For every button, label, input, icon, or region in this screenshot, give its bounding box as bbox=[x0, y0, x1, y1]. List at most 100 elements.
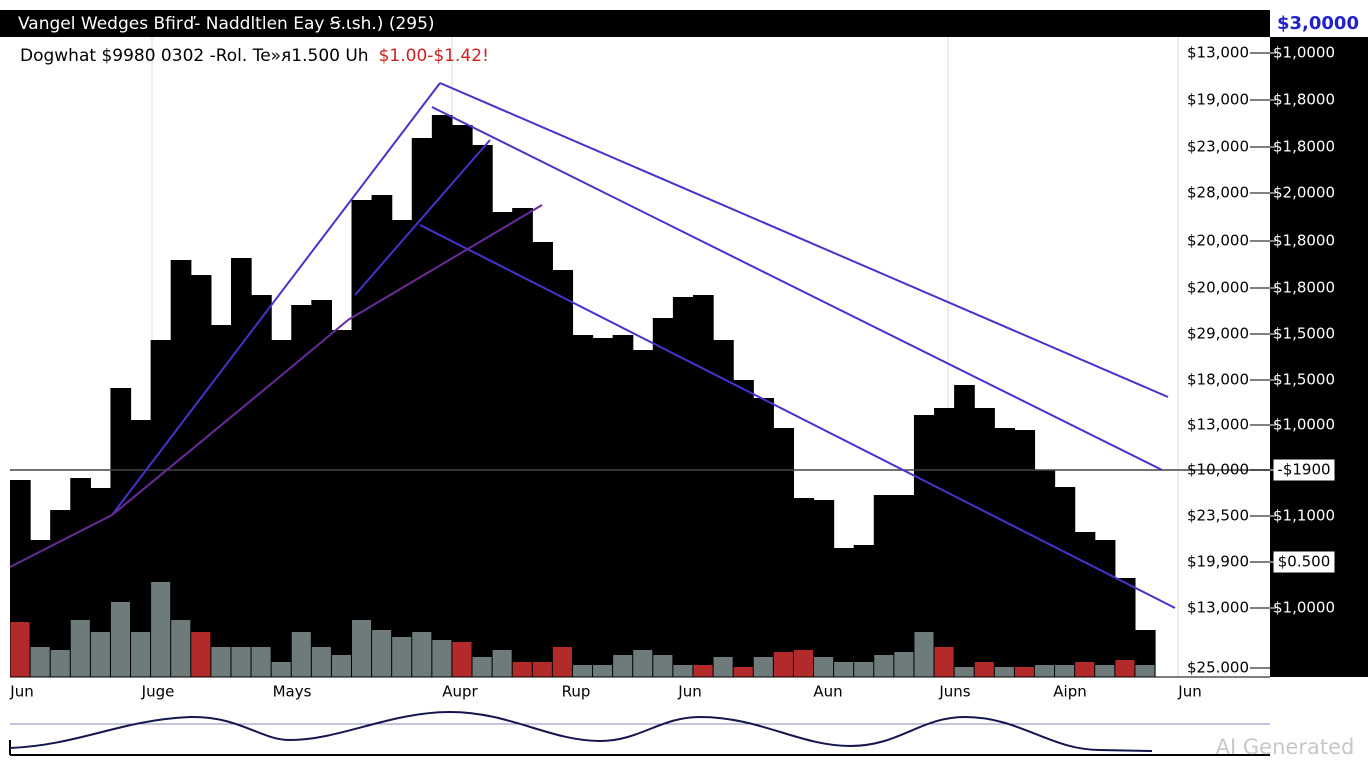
price-bar bbox=[431, 115, 453, 677]
volume-bar bbox=[30, 647, 50, 677]
price-bar bbox=[492, 212, 513, 677]
price-bar bbox=[251, 295, 272, 677]
right-panel bbox=[1270, 37, 1368, 677]
y-tick-label: $25.000 bbox=[1187, 659, 1249, 677]
price-bar bbox=[1114, 578, 1136, 677]
price-bar bbox=[873, 495, 895, 677]
y-tick-label: $20,000 bbox=[1187, 232, 1249, 250]
y2-tick-label: $1,0000 bbox=[1273, 416, 1335, 434]
oscillator bbox=[9, 710, 1153, 752]
volume-bar bbox=[331, 655, 351, 677]
volume-bar bbox=[874, 655, 894, 677]
price-bar bbox=[230, 258, 252, 677]
x-tick-label: Jun bbox=[677, 683, 701, 701]
price-bar bbox=[90, 488, 112, 677]
volume-bar bbox=[110, 602, 131, 677]
volume-bar bbox=[894, 652, 914, 677]
volume-bar bbox=[291, 632, 311, 677]
price-bar bbox=[532, 242, 553, 677]
y2-tick-label: $2,0000 bbox=[1273, 184, 1335, 202]
x-tick-label: Aupr bbox=[442, 683, 478, 701]
volume-bar bbox=[171, 620, 191, 677]
volume-bar bbox=[994, 667, 1014, 677]
volume-bar bbox=[191, 632, 211, 677]
volume-bar bbox=[432, 640, 452, 677]
trend-curve bbox=[9, 204, 543, 568]
price-bar bbox=[612, 335, 634, 677]
volume-bar bbox=[1075, 662, 1095, 677]
y2-tick-label: $1,5000 bbox=[1273, 325, 1335, 343]
price-bar bbox=[913, 415, 935, 677]
volume-bar bbox=[372, 630, 392, 677]
volume-bar bbox=[814, 657, 834, 677]
price-bar bbox=[793, 498, 815, 677]
x-tick-label: Juns bbox=[938, 683, 970, 701]
price-bar bbox=[552, 270, 574, 677]
y2-tick-label: $1,0000 bbox=[1273, 44, 1335, 62]
y-tick-label: $29,000 bbox=[1187, 325, 1249, 343]
price-bar bbox=[853, 545, 875, 677]
price-bar bbox=[994, 428, 1015, 677]
price-bar bbox=[893, 495, 915, 677]
y2-tick-label: $0.500 bbox=[1278, 553, 1331, 571]
y-tick-label: $13,000 bbox=[1187, 44, 1249, 62]
corner-box bbox=[1272, 11, 1366, 36]
volume-bar bbox=[693, 665, 713, 677]
volume-bar bbox=[50, 650, 70, 677]
chart-title: Vangel Wedges Bfirď- Naddltlen Eay Ꞩ.ɩsh… bbox=[18, 14, 435, 34]
header-bar bbox=[0, 10, 1270, 37]
x-tick-label: Jun bbox=[9, 683, 33, 701]
x-tick-label: Rup bbox=[562, 683, 591, 701]
volume-bar bbox=[713, 657, 733, 677]
volume-bar bbox=[70, 620, 90, 677]
price-bar bbox=[934, 408, 955, 677]
y2-tick-label: $1,8000 bbox=[1273, 91, 1335, 109]
trend-lines bbox=[111, 82, 1176, 609]
y-tick-label: $28,000 bbox=[1187, 184, 1249, 202]
price-bar bbox=[331, 330, 353, 677]
price-bar bbox=[733, 380, 754, 677]
y2-tick-label: $1,5000 bbox=[1273, 371, 1335, 389]
volume-bar bbox=[251, 647, 271, 677]
price-bar bbox=[371, 195, 393, 677]
volume-bar bbox=[151, 582, 171, 677]
volume-bar bbox=[934, 647, 954, 677]
volume-bar bbox=[472, 657, 492, 677]
price-bar bbox=[451, 125, 473, 677]
volume-bar bbox=[613, 655, 633, 677]
volume-bar bbox=[572, 665, 593, 677]
price-bar bbox=[672, 297, 694, 677]
y-tick-label: $10,000 bbox=[1187, 461, 1249, 479]
x-tick-label: Jun bbox=[1177, 683, 1201, 701]
y2-tick-label: $1,1000 bbox=[1273, 507, 1335, 525]
volume-bar bbox=[733, 667, 753, 677]
volume-bar bbox=[231, 647, 251, 677]
volume-bar bbox=[452, 642, 472, 677]
price-bar bbox=[713, 340, 734, 677]
price-bar bbox=[773, 428, 795, 677]
y2-tick-label: $1,8000 bbox=[1273, 279, 1335, 297]
price-bar bbox=[311, 300, 333, 677]
x-tick-label: Mays bbox=[273, 683, 312, 701]
price-bar bbox=[190, 275, 212, 677]
y2-tick-label: -$1900 bbox=[1277, 461, 1330, 479]
watermark: AI Generated bbox=[1216, 735, 1355, 759]
volume-bar bbox=[854, 662, 874, 677]
volume-bar bbox=[492, 650, 512, 677]
volume-bar bbox=[552, 647, 572, 677]
volume-bar bbox=[271, 662, 291, 677]
volume-bar bbox=[653, 655, 673, 677]
volume-bar bbox=[1034, 665, 1055, 677]
volume-bar bbox=[793, 650, 814, 677]
y-tick-label: $20,000 bbox=[1187, 279, 1249, 297]
price-bar bbox=[1034, 470, 1056, 677]
y-tick-label: $19,000 bbox=[1187, 91, 1249, 109]
x-tick-label: Aipn bbox=[1053, 683, 1086, 701]
price-bar bbox=[50, 510, 71, 677]
x-tick-label: Juge bbox=[141, 683, 175, 701]
volume-bar bbox=[392, 637, 412, 677]
price-bar bbox=[1074, 532, 1096, 677]
volume-bar bbox=[90, 632, 110, 677]
